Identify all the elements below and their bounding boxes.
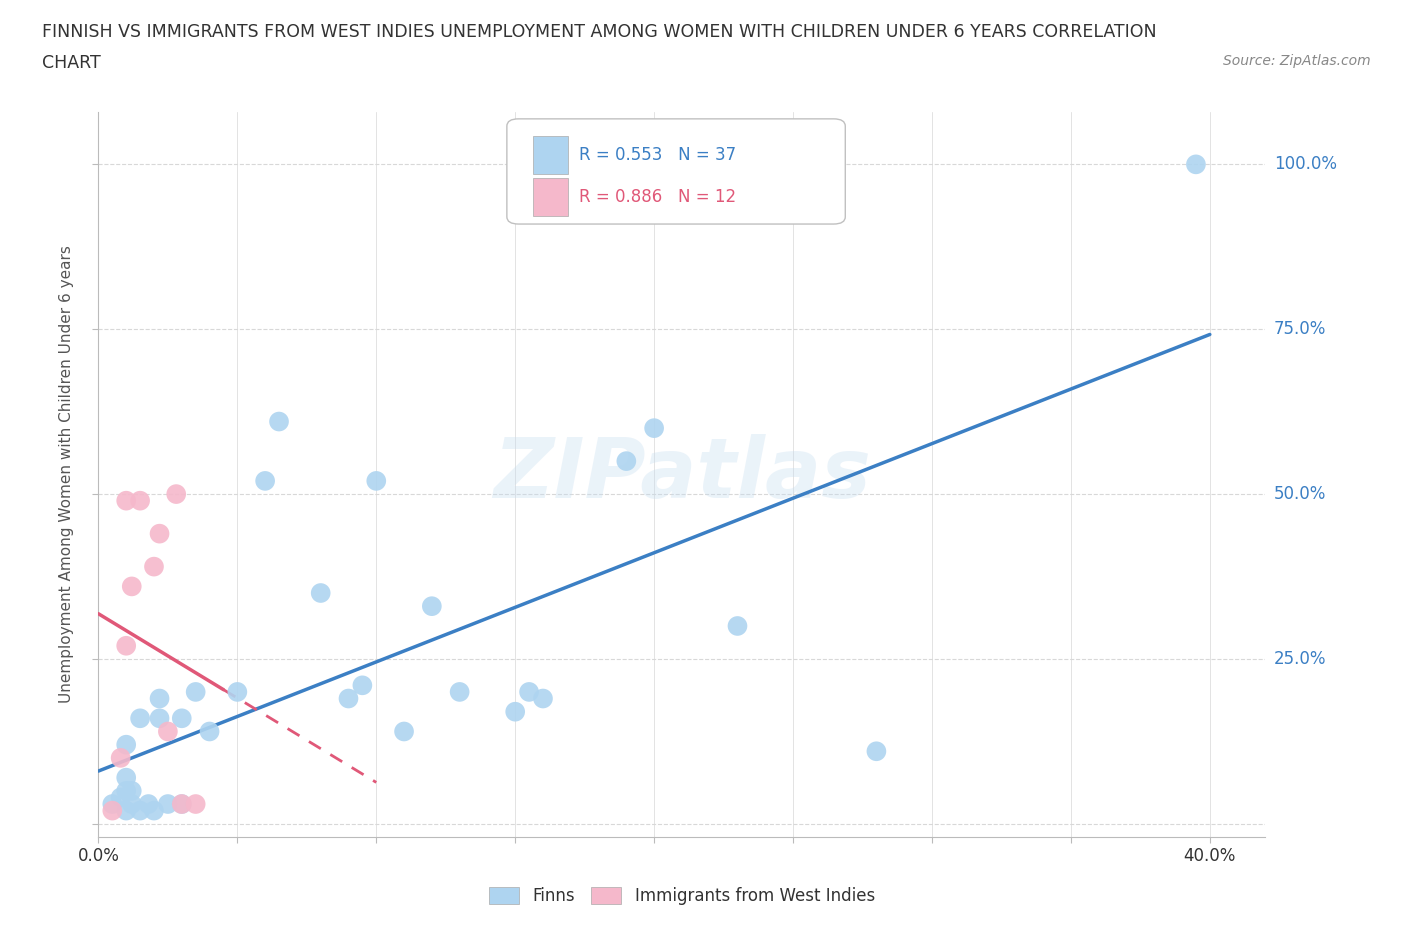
Point xyxy=(865,744,887,759)
Point xyxy=(156,797,179,812)
Text: ZIPatlas: ZIPatlas xyxy=(494,433,870,515)
Text: R = 0.553   N = 37: R = 0.553 N = 37 xyxy=(579,146,737,164)
Point xyxy=(110,751,132,765)
Text: R = 0.886   N = 12: R = 0.886 N = 12 xyxy=(579,188,737,206)
Point xyxy=(156,724,179,739)
Point xyxy=(148,526,170,541)
Point xyxy=(170,711,193,725)
Point xyxy=(531,691,554,706)
Bar xyxy=(533,137,568,174)
Point xyxy=(643,420,665,435)
Point xyxy=(129,804,152,818)
Point xyxy=(449,684,471,699)
Point xyxy=(226,684,249,699)
Text: 25.0%: 25.0% xyxy=(1274,650,1326,668)
Point xyxy=(148,691,170,706)
Legend: Finns, Immigrants from West Indies: Finns, Immigrants from West Indies xyxy=(482,881,882,912)
Point xyxy=(1185,157,1208,172)
Point xyxy=(110,790,132,804)
Point xyxy=(138,797,160,812)
Point xyxy=(727,618,749,633)
Point xyxy=(184,684,207,699)
Point xyxy=(254,473,277,488)
Point xyxy=(148,711,170,725)
Point xyxy=(170,797,193,812)
Point xyxy=(267,414,290,429)
Point xyxy=(420,599,443,614)
Point xyxy=(337,691,360,706)
Point xyxy=(121,783,143,798)
Text: FINNISH VS IMMIGRANTS FROM WEST INDIES UNEMPLOYMENT AMONG WOMEN WITH CHILDREN UN: FINNISH VS IMMIGRANTS FROM WEST INDIES U… xyxy=(42,23,1157,41)
Text: 75.0%: 75.0% xyxy=(1274,320,1326,339)
Point xyxy=(101,797,124,812)
Point xyxy=(170,797,193,812)
Point xyxy=(503,704,526,719)
Point xyxy=(101,804,124,818)
Text: 100.0%: 100.0% xyxy=(1274,155,1337,173)
Point xyxy=(614,454,637,469)
Text: CHART: CHART xyxy=(42,54,101,72)
Point xyxy=(366,473,388,488)
Point xyxy=(115,493,138,508)
Point xyxy=(115,638,138,653)
Point xyxy=(129,711,152,725)
Point xyxy=(309,586,332,601)
Point xyxy=(115,804,138,818)
Point xyxy=(165,486,187,501)
Point xyxy=(392,724,415,739)
Point xyxy=(129,493,152,508)
Text: 50.0%: 50.0% xyxy=(1274,485,1326,503)
Point xyxy=(115,770,138,785)
FancyBboxPatch shape xyxy=(506,119,845,224)
Point xyxy=(121,579,143,594)
Point xyxy=(198,724,221,739)
Y-axis label: Unemployment Among Women with Children Under 6 years: Unemployment Among Women with Children U… xyxy=(59,246,75,703)
Point xyxy=(121,797,143,812)
Point xyxy=(115,783,138,798)
Text: Source: ZipAtlas.com: Source: ZipAtlas.com xyxy=(1223,54,1371,68)
Point xyxy=(115,737,138,752)
Bar xyxy=(533,178,568,216)
Point xyxy=(143,559,166,574)
Point xyxy=(517,684,540,699)
Point xyxy=(184,797,207,812)
Point xyxy=(352,678,374,693)
Point xyxy=(143,804,166,818)
